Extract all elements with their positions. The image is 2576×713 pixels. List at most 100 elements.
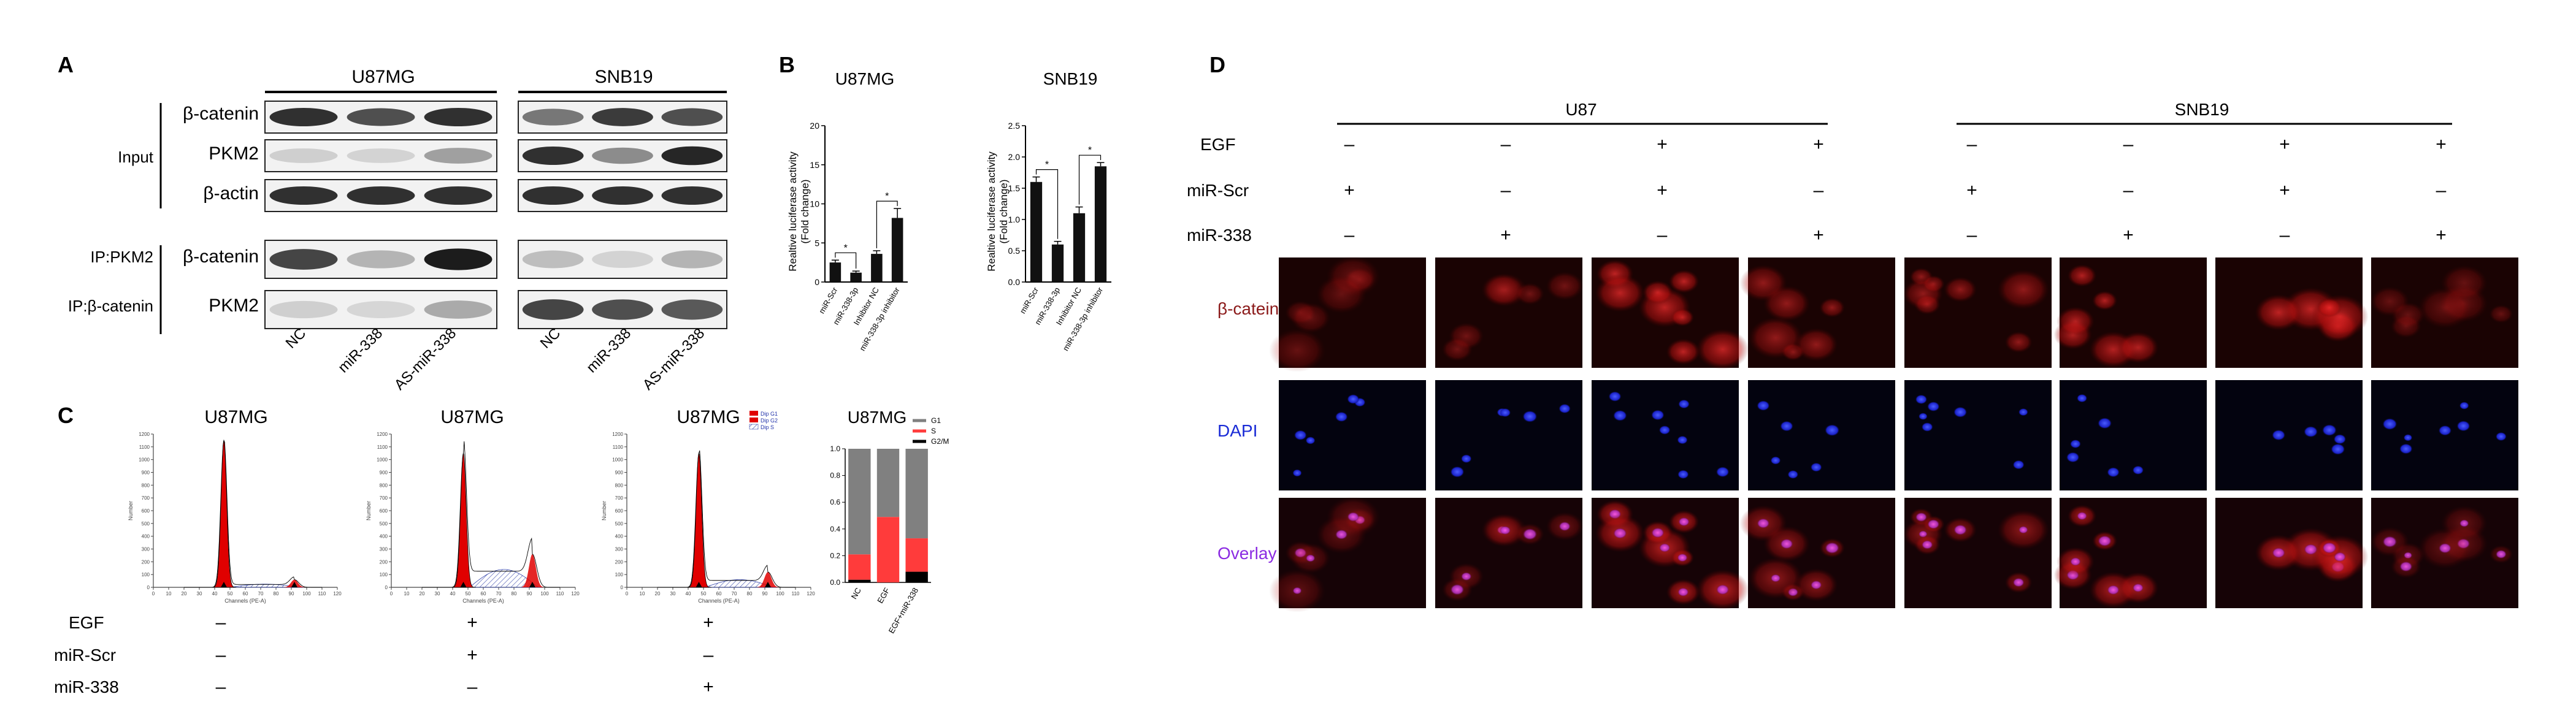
d-cell-cytoplasm [1944, 276, 1977, 302]
d-sign: + [1813, 225, 1824, 245]
c-stack-segment [876, 517, 900, 582]
d-cell-nucleus [1608, 391, 1622, 402]
c-stack-segment [905, 571, 928, 582]
d-cell-nucleus [1294, 430, 1307, 441]
c-stack-segment [876, 449, 900, 517]
d-cell-nucleus [2456, 421, 2471, 432]
c-xtick-label: 90 [289, 591, 294, 597]
d-cell-nucleus [1927, 401, 1940, 412]
d-cell-nucleus [1677, 470, 1689, 479]
d-cell-cytoplasm [1739, 265, 1787, 302]
d-cell-nucleus [1558, 403, 1571, 414]
blot-band [522, 109, 584, 126]
blot-band [347, 301, 415, 318]
c-xlabel: Channels (PE-A) [462, 598, 504, 604]
c-cond-mir338-label: miR-338 [54, 677, 119, 696]
c-cond-mirscr-label: miR-Scr [54, 646, 116, 665]
d-cell-nucleus-merge [2098, 535, 2112, 547]
d-cell-nucleus-merge [1500, 525, 1511, 535]
b-sig-bracket [1078, 154, 1102, 205]
c-ytick-label: 800 [615, 482, 624, 488]
b-chart2-ylabel2: (Fold change) [998, 180, 1010, 244]
c-hist1-title: U87MG [204, 407, 267, 427]
c-ytick-label: 500 [380, 521, 388, 527]
d-cell-cytoplasm [1795, 328, 1838, 362]
c-cond-egf-label: EGF [69, 613, 104, 632]
d-cell-cytoplasm [1749, 317, 1803, 359]
a-ip-pkm2-label: IP:PKM2 [90, 248, 153, 266]
blot-band [592, 250, 653, 269]
d-cell-cytoplasm [2092, 291, 2117, 311]
blot-band [522, 250, 584, 269]
blot-band [661, 186, 723, 205]
d-cell-nucleus-merge [2077, 511, 2088, 520]
d-cell-nucleus [1500, 408, 1511, 418]
d-cell-nucleus [2331, 443, 2345, 455]
d-cell-nucleus [2132, 465, 2144, 475]
c-xtick-label: 50 [228, 591, 233, 597]
c-stack-category-label: EGF [875, 586, 891, 605]
c-hist-legend-2: Dip G2 [761, 418, 778, 424]
c-peak-marker [460, 582, 467, 587]
c-xtick-label: 80 [274, 591, 279, 597]
d-row-label-bcatein: β-catein [1217, 299, 1279, 318]
blot-band [269, 300, 338, 319]
c-ylabel: Number [601, 501, 607, 520]
c-peak-marker [221, 582, 227, 587]
d-cell-nucleus-merge [1678, 517, 1690, 527]
c-sign: + [703, 612, 714, 633]
d-cell-cytoplasm [2390, 314, 2421, 338]
d-cell-nucleus-merge [1558, 521, 1571, 532]
blot-band [661, 299, 723, 320]
panel-a-label: A [58, 52, 74, 77]
c-ytick-label: 1200 [377, 432, 388, 437]
d-microscopy-grid [1269, 256, 2518, 612]
d-cell-cytoplasm [1269, 329, 1325, 372]
b-chart1-title: U87MG [835, 69, 894, 88]
panel-a: A U87MG SNB19 β-catenin PKM2 β-actin β-c… [58, 52, 727, 394]
c-xtick-label: 80 [747, 591, 753, 597]
b-chart1-ylabel: Realtive luciferase activity [787, 151, 799, 272]
d-cell-nucleus [2098, 418, 2112, 429]
blot-band [269, 249, 338, 270]
d-cell-nucleus-merge [2132, 583, 2144, 593]
d-cell-cytoplasm [1997, 269, 2049, 310]
d-cell-nucleus-merge [2438, 543, 2452, 554]
d-cell-nucleus-merge [1677, 587, 1689, 597]
c-xtick-label: 60 [716, 591, 722, 597]
d-row-label-dapi: DAPI [1217, 421, 1257, 440]
c-xtick-label: 20 [420, 591, 425, 597]
c-ytick-label: 1000 [377, 457, 388, 463]
d-sign: – [1344, 225, 1355, 245]
c-xtick-label: 10 [404, 591, 410, 597]
c-xtick-label: 60 [243, 591, 248, 597]
b-chart2-ylabel: Realtive luciferase activity [986, 151, 997, 272]
c-xtick-label: 30 [435, 591, 440, 597]
d-cell-cytoplasm [1671, 308, 1694, 327]
c-ytick-label: 500 [142, 521, 150, 527]
blot-band [347, 108, 415, 126]
d-cell-cytoplasm [1819, 297, 1845, 318]
c-sign: – [216, 645, 226, 665]
panel-b-label: B [779, 52, 795, 77]
c-stack-legend-g2m: G2/M [931, 437, 949, 446]
d-cell-cytoplasm [2117, 332, 2159, 364]
c-xtick-label: 50 [701, 591, 707, 597]
d-cell-nucleus [2333, 434, 2347, 444]
c-ytick-label: 700 [380, 495, 388, 501]
c-g1-peak [686, 452, 711, 588]
c-hist-legend-1: Dip G1 [761, 411, 778, 417]
b-chart1-ylabel2: (Fold change) [799, 180, 811, 244]
b-chart2-title: SNB19 [1043, 69, 1098, 88]
c-stack-segment [848, 554, 871, 580]
d-cell-nucleus [1770, 456, 1781, 465]
c-stack-category-label: NC [849, 586, 863, 601]
panel-c-label: C [58, 403, 74, 428]
d-condition-signs: – – + + – – + + + – + – + – + – – + – + – + – + [1344, 134, 2447, 245]
c-xtick-label: 40 [212, 591, 218, 597]
c-xtick-label: 20 [182, 591, 187, 597]
d-cell-cytoplasm [2004, 331, 2033, 353]
d-sign: + [1657, 134, 1668, 154]
c-ytick-label: 800 [380, 482, 388, 488]
